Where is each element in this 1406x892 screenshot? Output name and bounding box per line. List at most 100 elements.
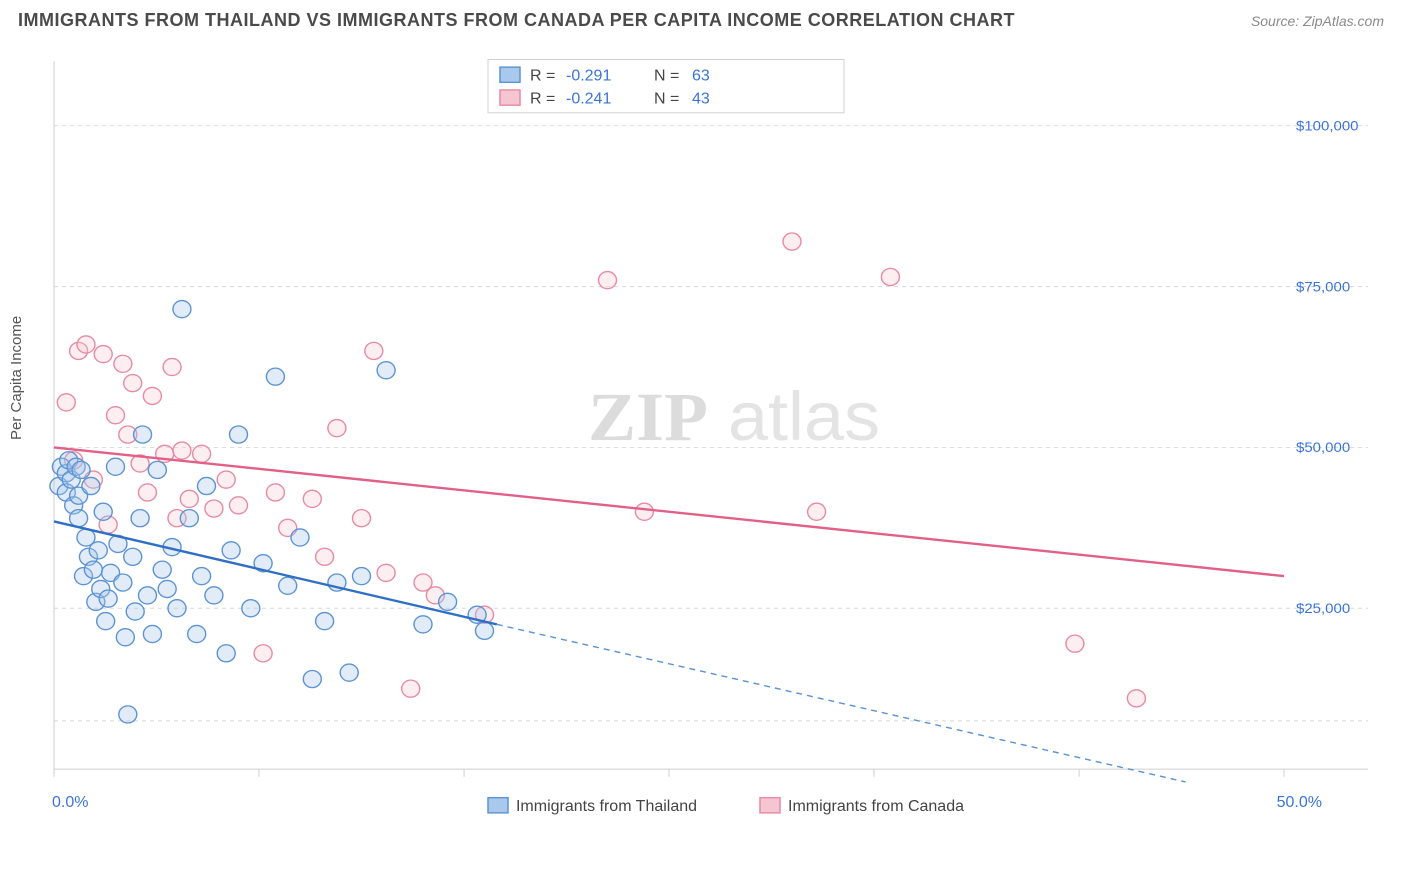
y-tick-label: $25,000 <box>1296 601 1350 617</box>
series-b-point <box>328 420 346 437</box>
series-a-point <box>476 622 494 639</box>
series-b-point <box>599 272 617 289</box>
y-tick-label: $100,000 <box>1296 119 1359 135</box>
series-b-point <box>57 394 75 411</box>
series-a-point <box>72 461 90 478</box>
series-b-point <box>1127 690 1145 707</box>
series-a-point <box>217 645 235 662</box>
y-axis-label: Per Capita Income <box>8 316 25 440</box>
series-a-point <box>316 613 334 630</box>
series-a-point <box>153 561 171 578</box>
series-a-point <box>193 568 211 585</box>
series-a-point <box>99 590 117 607</box>
series-a-point <box>279 577 297 594</box>
scatter-plot: ZIP atlas $25,000$50,000$75,000$100,000 … <box>48 50 1378 830</box>
svg-text:43: 43 <box>692 91 710 108</box>
series-a-point <box>188 625 206 642</box>
series-a-point <box>126 603 144 620</box>
series-a-point <box>303 670 321 687</box>
series-a-point <box>168 600 186 617</box>
series-b-point <box>143 387 161 404</box>
legend-bottom-swatch-a <box>488 798 508 813</box>
series-b-point <box>254 645 272 662</box>
series-b-point <box>138 484 156 501</box>
chart-title: IMMIGRANTS FROM THAILAND VS IMMIGRANTS F… <box>18 10 1015 31</box>
series-a-point <box>134 426 152 443</box>
series-b-point <box>77 336 95 353</box>
watermark-text: ZIP <box>588 380 708 456</box>
trend-line-a <box>54 521 497 624</box>
series-b-point <box>353 510 371 527</box>
series-b-point <box>303 490 321 507</box>
svg-text:R =: R = <box>530 68 555 85</box>
y-tick-label: $50,000 <box>1296 440 1350 456</box>
series-a-point <box>148 461 166 478</box>
series-a-point <box>84 561 102 578</box>
series-a-point <box>131 510 149 527</box>
series-b-point <box>124 375 142 392</box>
series-a-point <box>97 613 115 630</box>
series-a-point <box>291 529 309 546</box>
series-b-point <box>193 445 211 462</box>
series-a-point <box>230 426 248 443</box>
legend-bottom-label-b: Immigrants from Canada <box>788 798 964 815</box>
series-a-point <box>143 625 161 642</box>
watermark-text-2: atlas <box>728 378 880 455</box>
series-b-point <box>205 500 223 517</box>
series-a-point <box>114 574 132 591</box>
svg-text:R =: R = <box>530 91 555 108</box>
legend-bottom: Immigrants from Thailand Immigrants from … <box>488 798 964 815</box>
series-b-point <box>266 484 284 501</box>
series-a-point <box>82 477 100 494</box>
series-a-point <box>124 548 142 565</box>
series-b-point <box>808 503 826 520</box>
series-a-point <box>89 542 107 559</box>
legend-swatch-b <box>500 90 520 105</box>
series-a-point <box>353 568 371 585</box>
series-a-point <box>107 458 125 475</box>
series-b-point <box>881 268 899 285</box>
series-a-point <box>242 600 260 617</box>
series-a-point <box>158 580 176 597</box>
y-tick-label: $75,000 <box>1296 280 1350 296</box>
series-b-point <box>173 442 191 459</box>
series-a-point <box>205 587 223 604</box>
series-b-point <box>1066 635 1084 652</box>
svg-text:N =: N = <box>654 91 679 108</box>
series-b-point <box>783 233 801 250</box>
series-a-point <box>70 510 88 527</box>
series-b-point <box>107 407 125 424</box>
series-b-point <box>114 355 132 372</box>
series-b-point <box>402 680 420 697</box>
series-a-point <box>180 510 198 527</box>
x-max-label: 50.0% <box>1277 794 1322 811</box>
series-b-point <box>635 503 653 520</box>
series-a-point <box>377 362 395 379</box>
series-a-point <box>173 301 191 318</box>
series-a-point <box>94 503 112 520</box>
series-b-point <box>163 358 181 375</box>
svg-text:N =: N = <box>654 68 679 85</box>
series-a-point <box>340 664 358 681</box>
series-a-point <box>222 542 240 559</box>
series-b-point <box>230 497 248 514</box>
series-a-point <box>439 593 457 610</box>
legend-bottom-label-a: Immigrants from Thailand <box>516 798 697 815</box>
legend-bottom-swatch-b <box>760 798 780 813</box>
series-b-point <box>377 564 395 581</box>
source-credit: Source: ZipAtlas.com <box>1251 13 1384 29</box>
series-a-point <box>138 587 156 604</box>
series-a-point <box>119 706 137 723</box>
series-a-point <box>266 368 284 385</box>
svg-text:-0.241: -0.241 <box>566 91 611 108</box>
series-b-point <box>180 490 198 507</box>
series-a-point <box>414 616 432 633</box>
series-b-point <box>217 471 235 488</box>
series-a-point <box>116 629 134 646</box>
legend-swatch-a <box>500 67 520 82</box>
series-b-point <box>365 342 383 359</box>
x-min-label: 0.0% <box>52 794 89 811</box>
chart-area: ZIP atlas $25,000$50,000$75,000$100,000 … <box>48 50 1378 830</box>
series-b-point <box>316 548 334 565</box>
legend-stats-box: R =-0.291N =63R =-0.241N =43 <box>488 60 844 113</box>
